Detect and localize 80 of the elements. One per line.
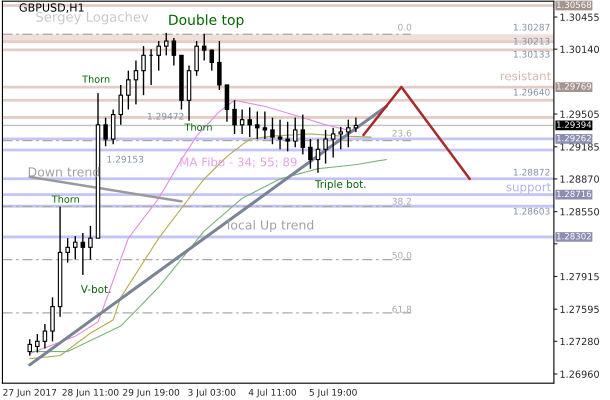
candlestick (202, 33, 206, 62)
y-tick-label: 1.27280 (560, 338, 599, 346)
annotation: local Up trend (228, 220, 314, 232)
annotation: 50.0 (392, 252, 412, 259)
y-tick-label: 1.30140 (560, 46, 599, 54)
annotation: Thorn (52, 195, 79, 203)
y-tick-label: 1.30455 (560, 14, 599, 21)
annotation: 1.30213 (514, 38, 550, 45)
y-tick-label: 1.29505 (560, 110, 599, 118)
candlestick (210, 48, 214, 72)
x-tick-label: 4 Jul 11:00 (248, 388, 296, 398)
candlestick (292, 116, 298, 148)
candlestick (103, 116, 108, 147)
annotation: 1.30133 (514, 50, 550, 58)
y-tick-label: 1.28550 (560, 208, 599, 216)
candlestick (232, 100, 237, 135)
y-tick-label: 1.29185 (560, 143, 599, 151)
ref-line-label: 1.28302 (557, 232, 591, 240)
candlestick (285, 121, 290, 152)
ref-line-label: 1.29769 (557, 83, 592, 90)
candlestick (80, 232, 86, 276)
candlestick (27, 338, 32, 356)
candlestick (72, 235, 78, 260)
candlestick (262, 110, 268, 140)
annotation: 1.29640 (514, 88, 550, 96)
annotation: Double top (169, 14, 244, 28)
candlestick (346, 118, 351, 148)
candlestick (330, 127, 336, 158)
annotation: 1.29153 (108, 156, 144, 163)
candlestick (141, 45, 146, 96)
candlestick (247, 106, 252, 138)
annotation: 1.29472 (148, 112, 184, 120)
y-tick-label: 1.27915 (560, 272, 599, 280)
x-tick-label: 27 Jun 2017 (3, 388, 56, 398)
annotation: 23.6 (392, 130, 412, 137)
annotation: Thorn (184, 123, 212, 131)
candlestick (323, 129, 328, 164)
ref-line-label: 1.30568 (557, 1, 592, 8)
x-tick-label: 5 Jul 19:00 (310, 388, 357, 398)
candlestick (255, 110, 260, 140)
annotation: 38.2 (392, 198, 411, 205)
candlestick (134, 60, 138, 106)
annotation: 1.30287 (514, 24, 550, 31)
candlestick (118, 84, 124, 126)
candlestick (35, 333, 40, 354)
candlestick (316, 138, 320, 174)
annotation: support (506, 182, 551, 194)
annotation: 1.28603 (514, 208, 550, 215)
y-tick-label: 1.27595 (560, 306, 599, 313)
annotation: 1.28872 (514, 168, 550, 176)
x-tick-label: 3 Jul 03:00 (188, 388, 236, 398)
annotation: V-bot. (80, 284, 110, 294)
ref-line-label: 1.28716 (557, 190, 592, 198)
candlestick (270, 116, 275, 145)
candlestick (338, 126, 343, 150)
x-tick-label: 29 Jun 19:00 (123, 388, 180, 398)
candlestick (65, 237, 70, 264)
chart-title: GBPUSD,H1 (20, 3, 84, 13)
y-tick-label: 1.26960 (560, 370, 599, 378)
y-tick-label: 1.28870 (560, 175, 599, 183)
annotation: 61.8 (392, 306, 412, 313)
candlestick (354, 116, 358, 133)
candlestick (217, 40, 222, 91)
candlestick (308, 138, 313, 170)
ref-line-label: 1.29262 (557, 134, 591, 142)
annotation: Thorn (82, 75, 110, 83)
x-tick-label: 28 Jun 11:00 (62, 388, 119, 398)
candlestick (172, 37, 176, 66)
candlestick (126, 70, 131, 110)
annotation: Triple bot. (314, 180, 366, 190)
candlestick (240, 108, 244, 135)
candlestick (164, 32, 169, 56)
candlestick (88, 225, 93, 260)
candlestick (42, 323, 48, 350)
candlestick (278, 118, 282, 150)
annotation: resistant (500, 71, 551, 80)
candlestick (156, 40, 161, 72)
ref-line-label: 1.29394 (557, 121, 592, 128)
candlestick (300, 114, 306, 156)
annotation: 0.0 (398, 24, 412, 31)
